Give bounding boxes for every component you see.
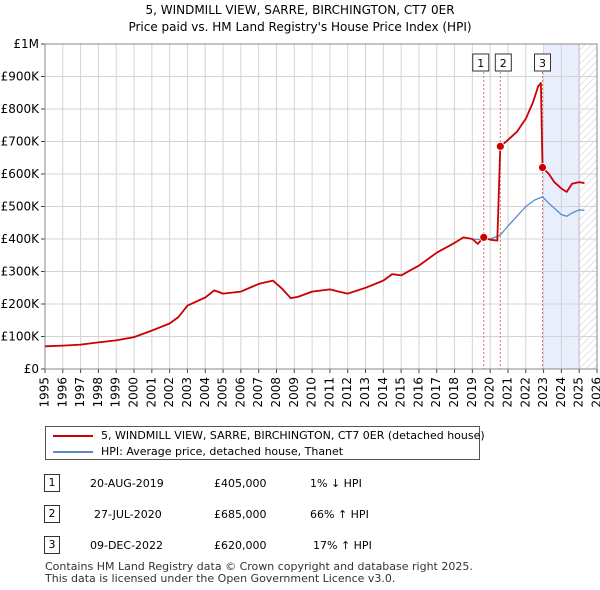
y-tick-label: £300K xyxy=(1,265,41,279)
x-tick-label: 2011 xyxy=(322,377,336,408)
legend-property-line xyxy=(53,435,93,437)
x-tick-label: 2018 xyxy=(447,377,461,408)
transaction-number: 3 xyxy=(44,536,60,554)
property-price-line xyxy=(44,82,585,348)
marker-box xyxy=(494,53,512,72)
x-tick-label: 2000 xyxy=(127,377,141,408)
transaction-price: £620,000 xyxy=(214,539,267,552)
transaction-date: 09-DEC-2022 xyxy=(90,539,164,552)
y-tick-label: £700K xyxy=(1,135,41,149)
x-tick-label: 2017 xyxy=(429,377,443,408)
x-tick-label: 1998 xyxy=(91,377,105,408)
x-tick-label: 2005 xyxy=(216,377,230,408)
transaction-date: 27-JUL-2020 xyxy=(94,508,162,521)
marker-box xyxy=(472,53,490,72)
x-tick-label: 2001 xyxy=(144,377,158,408)
transaction-number: 2 xyxy=(44,505,60,523)
chart-title: 5, WINDMILL VIEW, SARRE, BIRCHINGTON, CT… xyxy=(145,3,454,17)
x-tick-label: 2021 xyxy=(500,377,514,408)
x-tick-label: 2006 xyxy=(233,377,247,408)
y-tick-label: £500K xyxy=(1,200,41,214)
plot-frame xyxy=(44,43,598,370)
legend-property-label: 5, WINDMILL VIEW, SARRE, BIRCHINGTON, CT… xyxy=(101,429,485,442)
marker-box xyxy=(534,53,552,72)
x-tick-label: 1997 xyxy=(73,377,87,408)
x-tick-label: 1995 xyxy=(38,377,52,408)
x-tick-label: 2013 xyxy=(358,377,372,408)
transaction-hpi: 1% ↓ HPI xyxy=(310,477,362,490)
transaction-price: £685,000 xyxy=(214,508,267,521)
marker-label: 2 xyxy=(500,57,507,70)
x-tick-label: 2020 xyxy=(483,377,497,408)
x-tick-label: 1999 xyxy=(109,377,123,408)
transaction-point xyxy=(538,163,547,172)
x-tick-label: 2016 xyxy=(411,377,425,408)
x-tick-label: 2012 xyxy=(340,377,354,408)
y-tick-label: £200K xyxy=(1,297,41,311)
x-tick-label: 1996 xyxy=(55,377,69,408)
y-tick-label: £900K xyxy=(1,70,41,84)
x-tick-label: 2022 xyxy=(518,377,532,408)
x-tick-label: 2014 xyxy=(376,377,390,408)
transaction-hpi: 66% ↑ HPI xyxy=(310,508,369,521)
y-tick-label: £100K xyxy=(1,330,41,344)
y-tick-label: £1M xyxy=(13,37,39,51)
footer-licence: This data is licensed under the Open Gov… xyxy=(45,572,396,585)
transaction-point xyxy=(479,232,489,242)
y-tick-label: £600K xyxy=(1,167,41,181)
x-tick-label: 2003 xyxy=(180,377,194,408)
x-tick-label: 2008 xyxy=(269,377,283,408)
x-tick-label: 2024 xyxy=(554,377,568,408)
transaction-date: 20-AUG-2019 xyxy=(90,477,164,490)
transaction-hpi: 17% ↑ HPI xyxy=(313,539,372,552)
x-tick-label: 2007 xyxy=(251,377,265,408)
legend-hpi-line xyxy=(53,451,93,453)
x-tick-label: 2015 xyxy=(394,377,408,408)
transaction-price: £405,000 xyxy=(214,477,267,490)
marker-label: 1 xyxy=(477,57,484,70)
x-tick-label: 2025 xyxy=(572,377,586,408)
transaction-point xyxy=(495,141,505,151)
x-tick-label: 2009 xyxy=(287,377,301,408)
y-tick-label: £400K xyxy=(1,232,41,246)
marker-label: 3 xyxy=(539,57,546,70)
x-tick-label: 2004 xyxy=(198,377,212,408)
chart-subtitle: Price paid vs. HM Land Registry's House … xyxy=(128,20,471,34)
x-tick-label: 2023 xyxy=(536,377,550,408)
footer-copyright: Contains HM Land Registry data © Crown c… xyxy=(45,560,473,573)
price-chart: 5, WINDMILL VIEW, SARRE, BIRCHINGTON, CT… xyxy=(1,3,600,408)
x-tick-label: 2019 xyxy=(465,377,479,408)
legend-hpi-label: HPI: Average price, detached house, Than… xyxy=(101,445,344,458)
transaction-number: 1 xyxy=(44,474,60,492)
y-tick-label: £800K xyxy=(1,102,41,116)
x-tick-label: 2002 xyxy=(162,377,176,408)
chart-legend: 5, WINDMILL VIEW, SARRE, BIRCHINGTON, CT… xyxy=(45,426,485,460)
x-tick-label: 2010 xyxy=(305,377,319,408)
y-tick-label: £0 xyxy=(24,362,39,376)
x-tick-label: 2026 xyxy=(590,377,600,408)
